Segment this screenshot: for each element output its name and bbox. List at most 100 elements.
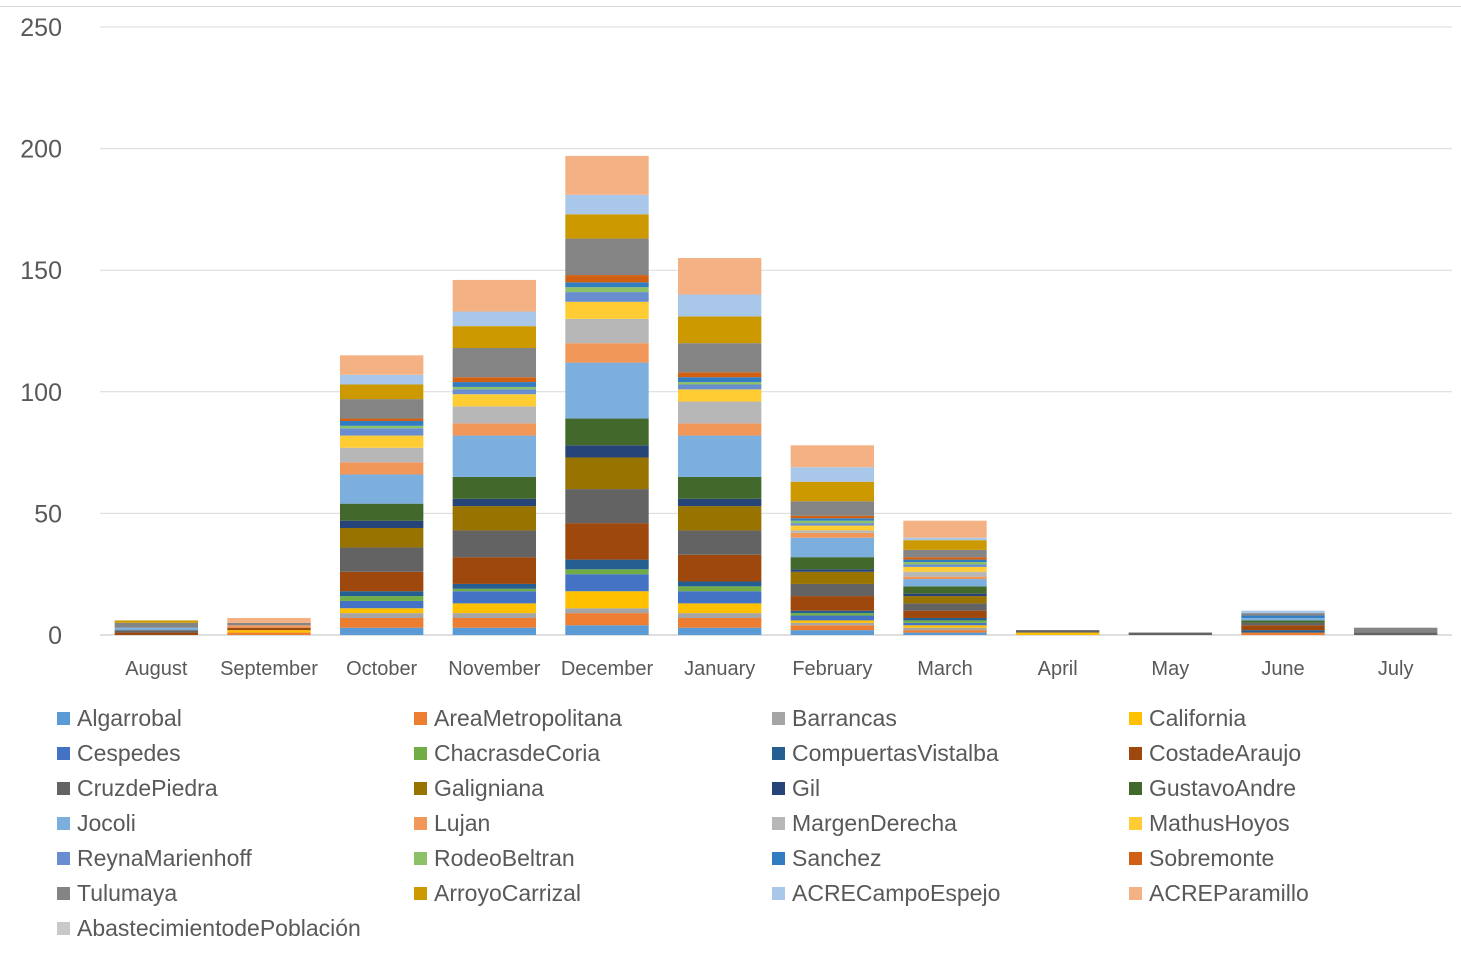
bar-segment (790, 518, 875, 521)
legend-swatch (1129, 747, 1142, 760)
bar-segment (1353, 632, 1438, 635)
bar-segment (565, 559, 649, 570)
bar-segment (790, 515, 875, 519)
bar-segment (1241, 622, 1325, 626)
bar-segment (790, 615, 875, 621)
x-tick-label: June (1261, 658, 1304, 680)
legend-label: ACRECampoEspejo (792, 880, 1000, 906)
bar-segment (1241, 620, 1325, 623)
bar-segment (903, 540, 987, 550)
bar-segment (903, 520, 987, 538)
bar-segment (565, 457, 649, 490)
bar-segment (1015, 630, 1100, 633)
bar-segment (452, 588, 537, 592)
legend-label: Cespedes (77, 740, 181, 766)
legend-item: AbastecimientodePoblación (57, 915, 361, 941)
bar-segment (790, 467, 875, 482)
bar-segment (790, 630, 875, 635)
legend-item: CompuertasVistalba (772, 740, 999, 766)
legend-swatch (414, 712, 427, 725)
legend-item: Tulumaya (57, 880, 177, 906)
bar-stack-january (677, 258, 762, 635)
bar-segment (1241, 632, 1325, 635)
bar-segment (452, 377, 537, 383)
bar-segment (1015, 632, 1100, 635)
bar-segment (565, 292, 649, 302)
bar-segment (677, 389, 762, 402)
bar-segment (903, 617, 987, 621)
bar-segment (903, 627, 987, 631)
legend-label: AreaMetropolitana (434, 705, 622, 731)
bar-segment (903, 576, 987, 580)
bar-segment (565, 569, 649, 575)
legend-item: ChacrasdeCoria (414, 740, 600, 766)
bar-segment (903, 630, 987, 633)
bar-segment (677, 627, 762, 635)
bar-segment (339, 527, 424, 548)
y-tick-label: 150 (20, 257, 62, 285)
legend-swatch (414, 887, 427, 900)
x-tick-label: September (220, 658, 318, 680)
bar-segment (677, 294, 762, 317)
legend-item: Galigniana (414, 775, 544, 801)
legend-item: MathusHoyos (1129, 810, 1290, 836)
bar-segment (677, 377, 762, 383)
bar-segment (339, 608, 424, 614)
bar-segment (452, 627, 537, 635)
legend-label: Sanchez (792, 845, 882, 871)
legend-item: California (1129, 705, 1246, 731)
bar-segment (114, 627, 199, 631)
legend-label: Sobremonte (1149, 845, 1274, 871)
bar-segment (114, 622, 199, 628)
bar-segment (677, 382, 762, 385)
legend-item: Barrancas (772, 705, 897, 731)
bar-stack-august (114, 620, 199, 635)
bar-segment (677, 530, 762, 555)
bar-segment (452, 476, 537, 499)
legend-swatch (57, 747, 70, 760)
legend-label: California (1149, 705, 1246, 731)
bar-segment (565, 282, 649, 288)
x-tick-label: March (917, 658, 973, 680)
legend-swatch (1129, 852, 1142, 865)
y-tick-label: 50 (34, 500, 62, 528)
bar-segment (903, 632, 987, 635)
legend-item: Jocoli (57, 810, 136, 836)
bar-segment (452, 386, 537, 390)
bar-segment (339, 613, 424, 618)
bar-segment (903, 596, 987, 604)
bar-segment (452, 382, 537, 387)
bar-segment (903, 603, 987, 611)
legend-item: AreaMetropolitana (414, 705, 622, 731)
legend-swatch (772, 852, 785, 865)
bar-segment (452, 311, 537, 327)
bar-segment (339, 571, 424, 592)
bar-segment (565, 574, 649, 592)
legend-swatch (772, 817, 785, 830)
legend-item: ACREParamillo (1129, 880, 1309, 906)
legend-label: CompuertasVistalba (792, 740, 999, 766)
bar-segment (1241, 630, 1325, 633)
bar-segment (677, 586, 762, 592)
legend-label: Algarrobal (77, 705, 182, 731)
bar-segment (1241, 617, 1325, 621)
bar-segment (565, 194, 649, 215)
legend-item: ReynaMarienhoff (57, 845, 252, 871)
legend-item: Cespedes (57, 740, 181, 766)
legend-swatch (414, 817, 427, 830)
bar-segment (1241, 625, 1325, 631)
bar-segment (565, 445, 649, 458)
bar-segment (903, 593, 987, 597)
legend-label: ChacrasdeCoria (434, 740, 600, 766)
legend-item: ArroyoCarrizal (414, 880, 581, 906)
bar-segment (339, 428, 424, 436)
bar-segment (452, 557, 537, 584)
bar-stack-september (227, 617, 311, 635)
bar-segment (677, 372, 762, 378)
bar-segment (790, 625, 875, 631)
x-tick-label: January (684, 658, 755, 680)
legend-swatch (57, 922, 70, 935)
bar-stack-june (1241, 610, 1325, 635)
bar-segment (565, 591, 649, 609)
